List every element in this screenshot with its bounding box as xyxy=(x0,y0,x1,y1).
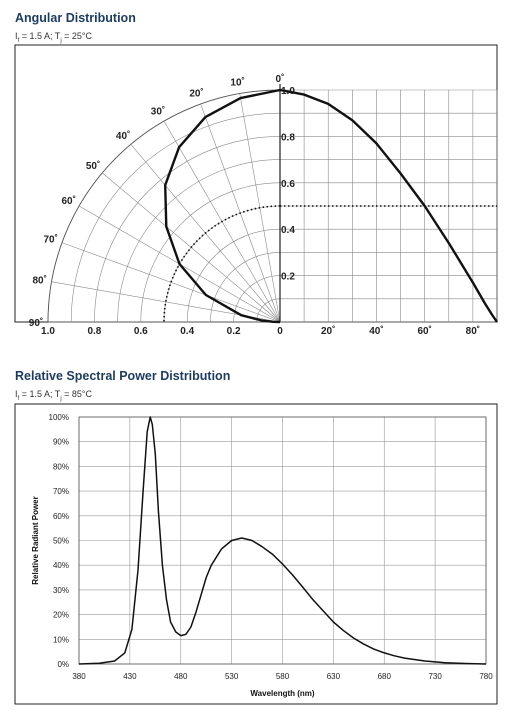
x-tick-label: 480 xyxy=(174,672,188,681)
x-tick-label: 730 xyxy=(428,672,442,681)
left-axis-label: 0.4 xyxy=(180,326,194,337)
left-axis-label: 0 xyxy=(277,326,283,337)
half-intensity-arc xyxy=(163,205,281,323)
left-axis-label: 0.2 xyxy=(227,326,241,337)
y-tick-label: 30% xyxy=(53,586,69,595)
y-tick-label: 80% xyxy=(53,462,69,471)
polar-ring xyxy=(94,136,281,323)
subtitle-i-label: I xyxy=(15,389,18,399)
x-tick-label: 580 xyxy=(276,672,290,681)
radial-value-label: 0.6 xyxy=(281,179,295,190)
subtitle-t-sub: j xyxy=(60,37,62,44)
y-tick-label: 10% xyxy=(53,635,69,644)
y-tick-label: 50% xyxy=(53,537,69,546)
polar-spoke xyxy=(61,242,281,323)
subtitle-i-sub: f xyxy=(17,37,20,44)
polar-ring xyxy=(186,228,281,323)
polar-angle-label: 70˚ xyxy=(43,234,57,246)
spectral-power-curve xyxy=(78,416,487,665)
polar-angle-label: 20˚ xyxy=(189,88,203,100)
polar-ring xyxy=(70,112,281,323)
chart-title-spectral: Relative Spectral Power Distribution xyxy=(15,369,231,383)
chart-frame xyxy=(14,403,498,705)
subtitle-i-val: = 1.5 A; T xyxy=(19,31,61,41)
polar-angle-label: 0˚ xyxy=(276,73,285,85)
right-axis-label: 20˚ xyxy=(321,325,335,337)
radial-value-label: 0.2 xyxy=(281,272,295,283)
y-tick-label: 0% xyxy=(57,660,69,669)
y-tick-label: 20% xyxy=(53,611,69,620)
left-axis-label: 0.6 xyxy=(134,326,148,337)
polar-angle-label: 40˚ xyxy=(116,130,130,142)
chart-subtitle-spectral: If = 1.5 A; Tj = 85°C xyxy=(15,389,92,402)
polar-ring xyxy=(210,252,281,323)
right-axis-label: 40˚ xyxy=(369,325,383,337)
y-tick-label: 100% xyxy=(49,413,69,422)
subtitle-t-sub: j xyxy=(60,395,62,402)
y-axis-label: Relative Radiant Power xyxy=(31,496,40,584)
y-tick-label: 40% xyxy=(53,561,69,570)
chart-title-angular: Angular Distribution xyxy=(15,11,136,25)
left-axis-label: 0.8 xyxy=(87,326,101,337)
polar-ring xyxy=(233,275,281,323)
polar-angle-label: 30˚ xyxy=(151,106,165,118)
polar-angle-label: 50˚ xyxy=(86,160,100,172)
right-axis-label: 60˚ xyxy=(417,325,431,337)
x-tick-label: 430 xyxy=(123,672,137,681)
subtitle-i-val: = 1.5 A; T xyxy=(19,389,61,399)
x-axis-label: Wavelength (nm) xyxy=(250,689,314,698)
x-tick-label: 530 xyxy=(225,672,239,681)
angular-distribution-chart: 0˚ 10˚ 20˚ 30˚ 40˚ 50˚ 60˚ 70˚ 80˚ 90˚ 0.2 0.4 0.6 0.… xyxy=(14,44,498,337)
x-tick-label: 680 xyxy=(378,672,392,681)
polar-angle-label: 80˚ xyxy=(32,275,46,287)
left-axis-label: 1.0 xyxy=(41,326,55,337)
subtitle-t-val: = 25°C xyxy=(61,31,93,41)
x-tick-label: 780 xyxy=(479,672,493,681)
right-axis-label: 80˚ xyxy=(466,325,480,337)
polar-intensity-curve xyxy=(164,88,281,324)
x-tick-label: 380 xyxy=(72,672,86,681)
polar-angle-label: 60˚ xyxy=(61,195,75,207)
y-tick-label: 90% xyxy=(53,438,69,447)
y-tick-label: 70% xyxy=(53,487,69,496)
subtitle-t-val: = 85°C xyxy=(61,389,93,399)
y-tick-label: 60% xyxy=(53,512,69,521)
polar-outer-arc xyxy=(47,89,281,323)
radial-value-label: 0.4 xyxy=(281,225,295,236)
polar-angle-label: 90˚ xyxy=(29,317,43,329)
polar-ring xyxy=(140,182,281,323)
plot-area xyxy=(78,416,487,665)
polar-angle-label: 10˚ xyxy=(230,77,244,89)
subtitle-i-sub: f xyxy=(17,395,20,402)
radial-value-label: 0.8 xyxy=(281,132,295,143)
subtitle-i-label: I xyxy=(15,31,18,41)
x-tick-label: 630 xyxy=(327,672,341,681)
cartesian-intensity-curve xyxy=(279,88,498,323)
chart-subtitle-angular: If = 1.5 A; Tj = 25°C xyxy=(15,31,92,44)
